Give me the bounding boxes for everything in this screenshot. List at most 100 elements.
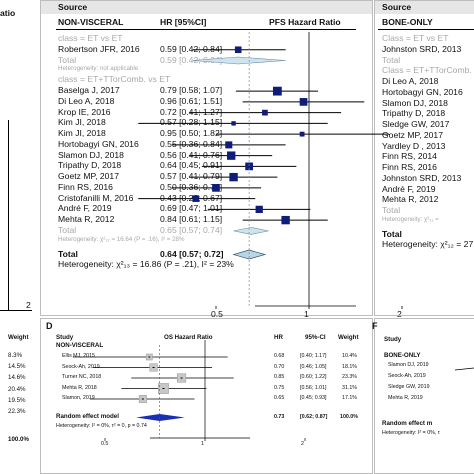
panel-c-class-label: class = ET vs ET xyxy=(58,33,123,43)
panel-c-study-hr: 0.95 [0.50; 1.82] xyxy=(160,128,223,139)
panel-c-study-name: Kim JI, 2018 xyxy=(58,117,106,128)
panel-c-study-marker xyxy=(262,109,268,116)
panel-e-class-label: Class = ET vs ET xyxy=(382,33,449,43)
panel-c-study-name: Finn RS, 2016 xyxy=(58,181,113,192)
left-weight-value: 22.3% xyxy=(8,408,26,415)
panel-f-study-name: Mehta R, 2019 xyxy=(388,395,423,401)
panel-d-col-study: Study xyxy=(56,334,74,341)
panel-c-study-marker xyxy=(229,172,238,182)
panel-e-study-name: Johnston SRD, 2013 xyxy=(382,172,462,183)
panel-e-study-name: Yardley D , 2013 xyxy=(382,140,446,151)
left-weight-value: 8.3% xyxy=(8,352,23,359)
panel-c-study-marker xyxy=(281,215,290,225)
panel-e-overall-label: Total xyxy=(382,228,402,239)
panel-f-letter: F xyxy=(372,321,378,331)
panel-e-class-label: Class = ET+TTorComb. xyxy=(382,65,472,76)
panel-c-subtotal-label: Total xyxy=(58,224,77,235)
panel-e-heterogeneity: Heterogeneity: χ²₁₁ = xyxy=(382,215,439,223)
panel-c-overall-label: Total xyxy=(58,248,78,259)
panel-e-study-name: Tripathy D, 2018 xyxy=(382,108,446,119)
panel-f-col-study: Study xyxy=(384,336,402,343)
panel-c-source-bar xyxy=(41,1,372,14)
panel-e-study-name: André F, 2019 xyxy=(382,183,436,194)
panel-d-study-ci: [0.56; 1.01] xyxy=(300,384,327,391)
panel-d-study-name: Slamon, 2019 xyxy=(62,395,95,401)
panel-e-header-rule xyxy=(378,29,474,30)
panel-c-study-hr: 0.56 [0.41; 0.76] xyxy=(160,149,223,160)
panel-c-study-name: Mehta R, 2012 xyxy=(58,214,115,225)
panel-d-random-diamond xyxy=(136,414,185,421)
panel-d-study-weight: 23.3% xyxy=(342,374,358,380)
panel-d-study-ci: [0.46; 1.05] xyxy=(300,363,327,370)
panel-c-study-name: Cristofanilli M, 2016 xyxy=(58,192,134,203)
panel-c-study-name: Di Leo A, 2018 xyxy=(58,95,115,106)
panel-c-x-tick-label: 0.5 xyxy=(211,309,223,319)
panel-e-study-name: Finn RS, 2016 xyxy=(382,162,437,172)
panel-d-study-ci: [0.45; 0.93] xyxy=(300,395,327,401)
panel-d-random-ci: [0.62; 0.87] xyxy=(300,413,328,420)
panel-c-study-marker xyxy=(299,131,305,137)
panel-c-study-marker xyxy=(212,184,220,192)
panel-c-overall-diamond xyxy=(232,249,267,260)
panel-d-col-plot: OS Hazard Ratio xyxy=(164,334,213,341)
panel-c-header-rule xyxy=(56,29,356,30)
panel-d-study-weight: 18.1% xyxy=(342,363,358,370)
panel-d-study-name: Mehta R, 2018 xyxy=(62,384,97,391)
panel-d-study-weight: 10.4% xyxy=(342,353,358,359)
panel-c-overall-hr: 0.64 [0.57; 0.72] xyxy=(160,248,224,259)
panel-f-study-name: Slamon DJ, 2019 xyxy=(388,362,429,368)
panel-d-study-hr: 0.85 xyxy=(274,374,285,380)
panel-d-col-hr: HR xyxy=(274,334,283,341)
panel-c-study-name: Kim JI, 2018 xyxy=(58,128,106,139)
panel-e-study-name: Di Leo A, 2018 xyxy=(382,76,439,86)
panel-e-study-name: Finn RS, 2014 xyxy=(382,151,437,162)
left-weight-value: 14.5% xyxy=(8,363,26,371)
panel-c-x-tick-label: 2 xyxy=(397,309,402,319)
left-weight-value: 14.6% xyxy=(8,374,26,382)
panel-e-study-name: Slamon DJ, 2018 xyxy=(382,97,448,108)
panel-d-x-tick-label: 0.5 xyxy=(101,441,109,447)
panel-d-heterogeneity: Heterogeneity: I² = 0%, τ² = 0, p = 0.74 xyxy=(56,422,147,429)
panel-c-study-name: Hortobagyi GN, 2016 xyxy=(58,138,139,149)
panel-e-frame xyxy=(374,0,474,316)
panel-d-letter: D xyxy=(46,321,53,331)
panel-d-study-weight: 17.1% xyxy=(342,395,358,401)
panel-c-subtotal-hr: 0.65 [0.57; 0.74] xyxy=(160,224,223,235)
panel-c-study-marker xyxy=(234,46,242,54)
panel-c-study-hr: 0.69 [0.47; 1.01] xyxy=(160,203,223,214)
panel-d-study-ci: [0.40; 1.17] xyxy=(300,353,327,359)
panel-c-source-label: Source xyxy=(58,2,88,12)
panel-d-study-weight: 31.1% xyxy=(342,384,358,391)
left-fragment-title: atio xyxy=(0,8,16,18)
panel-e-source-label: Source xyxy=(382,2,412,12)
left-fragment-axis xyxy=(0,310,32,311)
panel-f-fragment-line xyxy=(454,367,474,371)
panel-d-study-name: Ellis MJ, 2015 xyxy=(62,353,95,359)
panel-c-study-marker xyxy=(255,205,263,214)
panel-f-study-name: Seock-Ah, 2019 xyxy=(388,373,426,379)
panel-c-study-name: Baselga J, 2017 xyxy=(58,85,120,96)
panel-d-study-hr: 0.70 xyxy=(274,363,285,370)
panel-d-subgroup: NON-VISCERAL xyxy=(56,342,104,349)
panel-c-study-name: André F, 2019 xyxy=(58,203,112,214)
panel-c-col-hr: HR [95%CI] xyxy=(160,17,207,27)
panel-d-study-name: Turner NC, 2018 xyxy=(62,374,102,380)
panel-c-heterogeneity: Heterogeneity: χ²₁₂ = 16.64 (P = .16), I… xyxy=(58,235,185,243)
left-weight-header: Weight xyxy=(8,334,29,341)
panel-d-study-ci: [0.60; 1.22] xyxy=(300,374,327,380)
panel-c-study-hr: 0.64 [0.45; 0.91] xyxy=(160,160,223,171)
left-fragment-refline xyxy=(8,120,9,310)
panel-c-heterogeneity: Heterogeneity: not applicable xyxy=(58,64,139,72)
panel-c-study-name: Krop IE, 2016 xyxy=(58,106,111,117)
left-weight-value: 20.4% xyxy=(8,385,26,393)
panel-f-subgroup: BONE-ONLY xyxy=(384,352,421,359)
panel-c-x-tick-label: 1 xyxy=(304,309,309,319)
panel-c-study-marker xyxy=(272,86,282,96)
panel-e-source-bar xyxy=(375,1,474,14)
panel-c-study-hr: 0.59 [0.42; 0.84] xyxy=(160,43,223,54)
panel-c-study-name: Slamon DJ, 2018 xyxy=(58,149,124,160)
panel-c-overall-heterogeneity: Heterogeneity: χ²₁₃ = 16.86 (P = .21), I… xyxy=(58,259,234,270)
panel-c-study-hr: 0.96 [0.61; 1.51] xyxy=(160,95,223,106)
panel-f-heterogeneity: Heterogeneity: I² = 0%, τ xyxy=(382,430,440,436)
